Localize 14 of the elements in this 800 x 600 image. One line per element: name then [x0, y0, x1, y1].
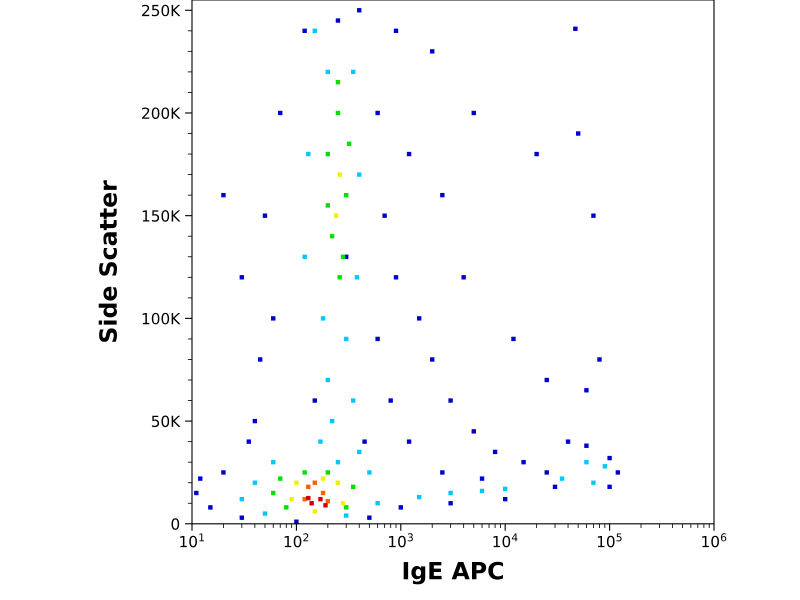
y-tick-label: 50K: [152, 416, 181, 428]
x-axis-title: IgE APC: [404, 562, 503, 584]
x-tick-label: 10$^{2}$: [284, 533, 308, 548]
y-tick-label: 250K: [142, 4, 181, 16]
y-tick-label: 100K: [142, 312, 181, 324]
y-tick-label: 0: [171, 518, 180, 530]
x-tick-label: 10$^{6}$: [702, 533, 726, 548]
x-tick-label: 10$^{4}$: [493, 533, 518, 548]
y-tick-label: 150K: [142, 210, 181, 222]
y-tick-label: 200K: [142, 107, 181, 119]
x-tick-label: 10$^{3}$: [389, 533, 413, 548]
y-axis-title: Side Scatter: [98, 180, 117, 342]
x-tick-label: 10$^{1}$: [180, 533, 204, 548]
x-tick-label: 10$^{5}$: [598, 533, 622, 548]
